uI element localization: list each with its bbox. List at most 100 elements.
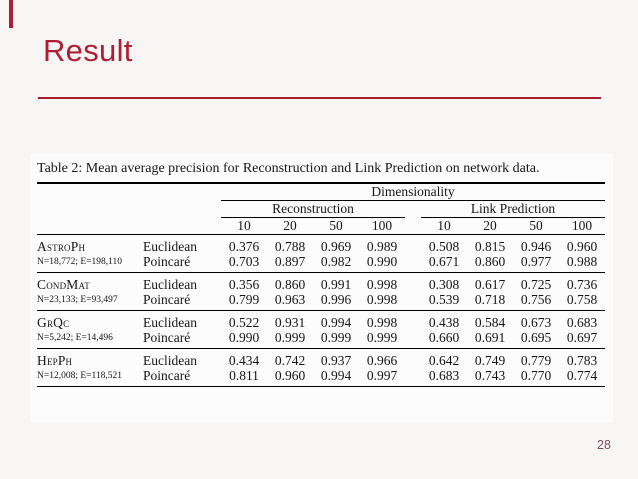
map-value: 0.998 [366,315,398,330]
map-value: 0.539 [421,292,467,311]
model-label-poincare: Poincaré [143,368,221,387]
map-value: 0.799 [221,292,267,311]
table-caption: Table 2: Mean average precision for Reco… [37,161,540,176]
map-value: 0.982 [313,254,359,273]
map-value: 0.990 [221,330,267,349]
map-value: 0.990 [359,254,405,273]
map-value: 0.508 [428,239,460,254]
map-value: 0.998 [359,292,405,311]
map-value: 0.434 [228,353,260,368]
map-value: 0.815 [474,239,506,254]
model-label-euclidean: Euclidean [143,353,197,368]
table-row: N=12,008; E=118,521 Poincaré 0.811 0.960 0.9… [37,368,605,387]
map-value: 0.966 [366,353,398,368]
table-row: AstroPh Euclidean 0.376 0.788 0.969 0.989 0.50… [37,235,605,255]
accent-tick [9,0,13,28]
map-value: 0.718 [467,292,513,311]
map-value: 0.438 [428,315,460,330]
map-value: 0.998 [366,277,398,292]
map-value: 0.356 [228,277,260,292]
header-reconstruction: Reconstruction [221,200,405,218]
map-value: 0.977 [513,254,559,273]
dim-col-header: 50 [513,217,559,235]
map-value: 0.811 [221,368,267,387]
dimensionality-row: Dimensionality [37,182,605,201]
map-value: 0.703 [221,254,267,273]
model-label-euclidean: Euclidean [143,315,197,330]
results-table: Dimensionality Reconstruction Link Predi… [37,182,605,387]
model-label-euclidean: Euclidean [143,239,197,254]
model-label-poincare: Poincaré [143,254,221,273]
map-value: 0.960 [267,368,313,387]
map-value: 0.697 [559,330,605,349]
model-label-euclidean: Euclidean [143,277,197,292]
table-panel: Table 2: Mean average precision for Reco… [30,154,613,422]
model-label-poincare: Poincaré [143,330,221,349]
map-value: 0.999 [267,330,313,349]
group-gap [405,201,421,218]
map-value: 0.660 [421,330,467,349]
network-name: CondMat [37,277,90,292]
dim-col-header: 10 [421,217,467,235]
map-value: 0.308 [428,277,460,292]
network-stats: N=18,772; E=198,110 [37,254,143,273]
table-row: N=18,772; E=198,110 Poincaré 0.703 0.897 0.9… [37,254,605,273]
map-value: 0.937 [320,353,352,368]
map-value: 0.770 [513,368,559,387]
table-row: HepPh Euclidean 0.434 0.742 0.937 0.966 0.642 0… [37,349,605,369]
map-value: 0.758 [559,292,605,311]
model-label-poincare: Poincaré [143,292,221,311]
map-value: 0.999 [313,330,359,349]
dim-col-header: 20 [467,217,513,235]
map-value: 0.671 [421,254,467,273]
table-row: CondMat Euclidean 0.356 0.860 0.991 0.998 0.30… [37,273,605,293]
network-name: HepPh [37,353,73,368]
map-value: 0.994 [313,368,359,387]
header-link-prediction: Link Prediction [421,200,605,218]
network-stats: N=23,133; E=93,497 [37,292,143,311]
map-value: 0.996 [313,292,359,311]
table-header: Dimensionality Reconstruction Link Predi… [37,182,605,235]
map-value: 0.997 [359,368,405,387]
map-value: 0.743 [467,368,513,387]
map-value: 0.994 [320,315,352,330]
map-value: 0.736 [566,277,598,292]
dim-col-header: 10 [221,217,267,235]
network-name: GrQc [37,315,70,330]
map-value: 0.960 [566,239,598,254]
map-value: 0.756 [513,292,559,311]
map-value: 0.999 [359,330,405,349]
map-value: 0.749 [474,353,506,368]
map-value: 0.617 [474,277,506,292]
map-value: 0.522 [228,315,260,330]
title-underline [38,97,601,99]
group-header-row: Reconstruction Link Prediction [37,200,605,218]
page-number: 28 [597,438,611,452]
map-value: 0.897 [267,254,313,273]
map-value: 0.969 [320,239,352,254]
dim-col-header: 100 [359,217,405,235]
map-value: 0.695 [513,330,559,349]
map-value: 0.946 [520,239,552,254]
map-value: 0.691 [467,330,513,349]
map-value: 0.788 [274,239,306,254]
map-value: 0.860 [274,277,306,292]
table-row: N=23,133; E=93,497 Poincaré 0.799 0.963 0.99… [37,292,605,311]
dim-col-header: 20 [267,217,313,235]
map-value: 0.988 [559,254,605,273]
table-row: GrQc Euclidean 0.522 0.931 0.994 0.998 0.438 0.… [37,311,605,331]
network-stats: N=12,008; E=118,521 [37,368,143,387]
page-title: Result [43,33,133,68]
map-value: 0.673 [520,315,552,330]
dim-columns-row: 10 20 50 100 10 20 50 100 [37,217,605,235]
table-body: AstroPh Euclidean 0.376 0.788 0.969 0.989 0.50… [37,235,605,387]
table-row: N=5,242; E=14,496 Poincaré 0.990 0.999 0.999… [37,330,605,349]
map-value: 0.989 [366,239,398,254]
dim-col-header: 50 [313,217,359,235]
map-value: 0.683 [421,368,467,387]
map-value: 0.376 [228,239,260,254]
map-value: 0.774 [559,368,605,387]
map-value: 0.642 [428,353,460,368]
map-value: 0.683 [566,315,598,330]
